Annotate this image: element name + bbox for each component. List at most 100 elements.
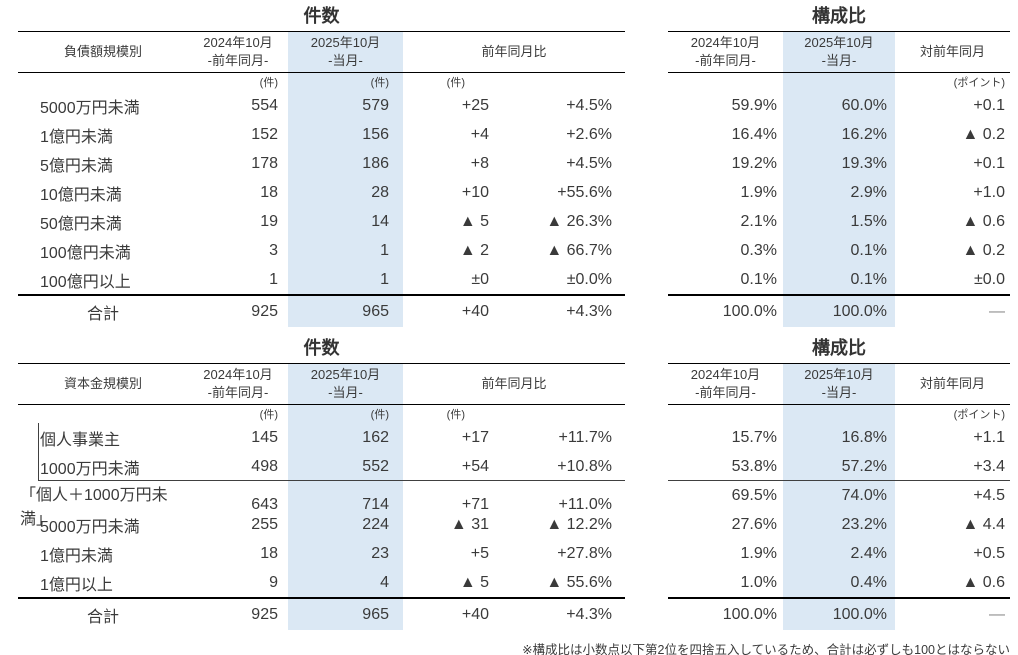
col-2024-header: 2024年10月 -前年同月-	[668, 364, 783, 404]
row-label: 100億円以上	[40, 273, 131, 291]
cell-diff: +8	[470, 154, 489, 172]
cell-diff: ▲ 5	[459, 573, 489, 591]
cell-count-2024: 145	[251, 428, 278, 446]
cell-diff: +40	[461, 302, 489, 320]
debt-share-table: 構成比 2024年10月 -前年同月- 2025年10月 -当月- 対前年同月 …	[668, 3, 1010, 327]
row-label: 1億円以上	[40, 576, 113, 594]
col-2024-header-sub: -前年同月-	[207, 53, 269, 68]
cell-diff: ±0	[471, 270, 489, 288]
cell-count-2025: 579	[288, 91, 403, 120]
unit-cell-empty	[18, 73, 188, 91]
cell-share-2024: 1.0%	[740, 573, 777, 591]
cell-share-2025: 23.2%	[783, 510, 895, 539]
cell-diff: +5	[470, 544, 489, 562]
col-2024-header-main: 2024年10月	[690, 367, 761, 383]
cell-share-diff: ▲ 0.2	[962, 125, 1005, 143]
capital-share-table: 構成比 2024年10月 -前年同月- 2025年10月 -当月- 対前年同月 …	[668, 335, 1010, 630]
unit-cell-ken: (件)	[259, 409, 278, 421]
col-2025-header-main: 2025年10月	[310, 367, 381, 383]
col-2024-header: 2024年10月 -前年同月-	[188, 32, 288, 72]
cell-count-2024: 18	[260, 183, 278, 201]
total-row: 100.0% 100.0% —	[668, 294, 1010, 327]
cell-share-2024: 69.5%	[731, 486, 777, 504]
unit-cell-empty	[783, 405, 895, 423]
row-label: 「個人＋1000万円未満」	[20, 487, 168, 528]
cell-share-2024: 1.9%	[740, 183, 777, 201]
row-label: 5億円未満	[40, 157, 113, 175]
cell-count-2025: 14	[288, 207, 403, 236]
cell-count-2024: 925	[251, 302, 278, 320]
cell-share-2024: 16.4%	[731, 125, 777, 143]
col-2025-header: 2025年10月 -当月-	[288, 32, 403, 72]
row-label: 1000万円未満	[40, 460, 140, 478]
table-row: 27.6% 23.2% ▲ 4.4	[668, 510, 1010, 539]
table-row: 19.2% 19.3% +0.1	[668, 149, 1010, 178]
cell-diff: ▲ 5	[459, 212, 489, 230]
table-row: 0.1% 0.1% ±0.0	[668, 265, 1010, 294]
unit-cell-ken: (件)	[446, 77, 465, 89]
cell-share-2024: 53.8%	[731, 457, 777, 475]
col-vs-header: 対前年同月	[919, 376, 985, 392]
cell-count-2025: 224	[288, 510, 403, 539]
table-row: 1億円以上 9 4 ▲ 5 ▲ 55.6%	[18, 568, 625, 597]
cell-diff-pct: +11.0%	[558, 496, 612, 513]
cell-share-2024: 59.9%	[731, 96, 777, 114]
unit-cell-empty	[493, 73, 625, 91]
cell-diff-pct: ▲ 12.2%	[546, 515, 612, 533]
unit-cell-point: (ポイント)	[953, 77, 1005, 89]
col-2025-header: 2025年10月 -当月-	[783, 364, 895, 404]
cell-diff-pct: +4.5%	[566, 96, 612, 114]
cell-count-2025: 23	[288, 539, 403, 568]
cell-count-2025: 4	[288, 568, 403, 597]
cell-diff-pct: +4.3%	[566, 605, 612, 623]
table-row: 5000万円未満 554 579 +25 +4.5%	[18, 91, 625, 120]
capital-count-header-row: 資本金規模別 2024年10月 -前年同月- 2025年10月 -当月- 前年同…	[18, 364, 625, 405]
table-row: 16.4% 16.2% ▲ 0.2	[668, 120, 1010, 149]
cell-diff: +4	[470, 125, 489, 143]
cell-share-2025: 100.0%	[783, 296, 895, 327]
row-label: 5000万円未満	[40, 99, 140, 117]
cell-diff-pct: +2.6%	[566, 125, 612, 143]
col-2025-header: 2025年10月 -当月-	[288, 364, 403, 404]
cell-diff-pct: ▲ 66.7%	[546, 241, 612, 259]
cell-share-2025: 0.1%	[783, 265, 895, 294]
debt-share-table-title: 構成比	[668, 3, 1010, 32]
total-label: 合計	[86, 305, 119, 323]
table-row: 0.3% 0.1% ▲ 0.2	[668, 236, 1010, 265]
cell-diff-pct: ▲ 26.3%	[546, 212, 612, 230]
cell-count-2024: 3	[269, 241, 278, 259]
table-row: 5000万円未満 255 224 ▲ 31 ▲ 12.2%	[18, 510, 625, 539]
cell-count-2025: 1	[288, 236, 403, 265]
unit-cell-empty	[783, 73, 895, 91]
cell-diff-pct: +10.8%	[557, 457, 612, 475]
cell-count-2024: 554	[251, 96, 278, 114]
cell-diff-pct: ▲ 55.6%	[546, 573, 612, 591]
cell-diff: +40	[461, 605, 489, 623]
cell-diff: +17	[461, 428, 489, 446]
cell-diff-pct: +11.7%	[558, 428, 612, 446]
unit-cell-ken: (件)	[259, 77, 278, 89]
cell-diff: +10	[461, 183, 489, 201]
table-row: 15.7% 16.8% +1.1	[668, 423, 1010, 452]
cell-diff: ▲ 2	[459, 241, 489, 259]
table-row: 1.0% 0.4% ▲ 0.6	[668, 568, 1010, 597]
cell-count-2025: 156	[288, 120, 403, 149]
cell-share-2024: 2.1%	[740, 212, 777, 230]
table-row: 2.1% 1.5% ▲ 0.6	[668, 207, 1010, 236]
cell-share-2024: 1.9%	[740, 544, 777, 562]
cell-share-2025: 60.0%	[783, 91, 895, 120]
col-2025-header-sub: -当月-	[328, 385, 363, 400]
unit-cell-empty	[493, 405, 625, 423]
cell-share-2025: 2.9%	[783, 178, 895, 207]
bracket-line	[38, 423, 39, 481]
cell-count-2025: 965	[288, 296, 403, 327]
col-2024-header-sub: -前年同月-	[207, 385, 269, 400]
cell-share-2025: 1.5%	[783, 207, 895, 236]
unit-cell-ken: (件)	[446, 409, 465, 421]
cell-share-2024: 0.1%	[740, 270, 777, 288]
cell-share-diff: +1.1	[973, 428, 1005, 446]
total-row: 合計 925 965 +40 +4.3%	[18, 597, 625, 630]
cell-share-diff: +1.0	[973, 183, 1005, 201]
cell-share-2025: 16.8%	[783, 423, 895, 452]
